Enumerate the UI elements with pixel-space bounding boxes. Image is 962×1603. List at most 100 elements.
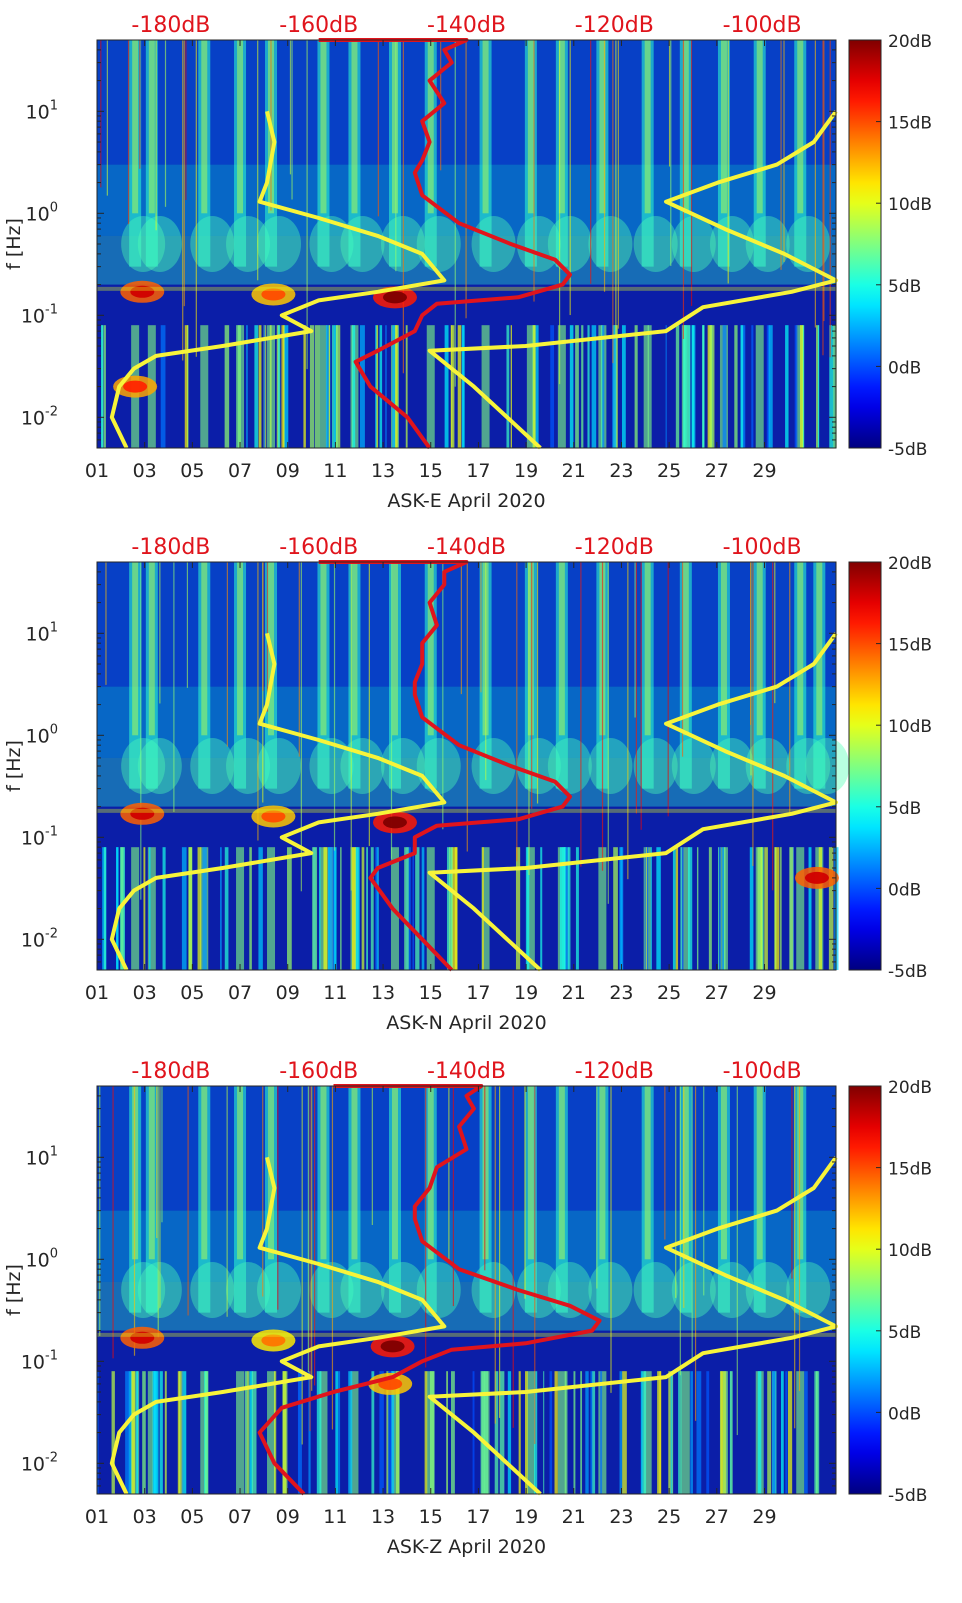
top-db-label: -120dB	[575, 535, 654, 560]
top-db-label: -180dB	[131, 1059, 210, 1084]
y-tick-label: 10-2	[21, 926, 58, 951]
colorbar-tick-label: 15dB	[888, 636, 932, 656]
colorbar-tick-label: 0dB	[888, 1404, 921, 1424]
top-db-label: -100dB	[723, 13, 802, 38]
x-axis-label: ASK-N April 2020	[386, 1012, 546, 1034]
y-tick-label: 100	[26, 1246, 58, 1271]
x-tick-label: 27	[705, 460, 729, 482]
heatmap	[97, 40, 837, 448]
colorbar-tick-label: 0dB	[888, 880, 921, 900]
y-axis-label: f [Hz]	[3, 1264, 25, 1316]
x-tick-label: 25	[657, 982, 681, 1004]
yellow_noise_model_low-curve	[109, 1156, 447, 1495]
yellow_noise_model_low-curve	[109, 110, 447, 449]
x-tick-label: 27	[705, 1506, 729, 1528]
x-tick-label: 15	[419, 1506, 443, 1528]
top-db-label: -100dB	[723, 535, 802, 560]
colorbar-tick-label: 5dB	[888, 277, 921, 297]
x-tick-label: 23	[609, 460, 633, 482]
x-tick-label: 23	[609, 982, 633, 1004]
x-tick-label: 09	[276, 1506, 300, 1528]
colorbar-tick-label: 15dB	[888, 1160, 932, 1180]
x-tick-label: 01	[85, 1506, 109, 1528]
y-tick-label: 10-1	[21, 824, 58, 849]
colorbar-tick-label: 10dB	[888, 717, 932, 737]
x-tick-label: 19	[514, 460, 538, 482]
y-tick-label: 101	[26, 98, 58, 123]
colorbar-tick-label: 20dB	[888, 32, 932, 52]
x-tick-label: 17	[466, 1506, 490, 1528]
yellow_noise_model_low-curve	[109, 632, 447, 971]
colorbar-tick-label: -5dB	[888, 962, 927, 982]
colorbar-tick-label: 5dB	[888, 799, 921, 819]
x-tick-label: 29	[752, 982, 776, 1004]
x-tick-label: 11	[323, 982, 347, 1004]
panel-3: 01 03 05 07 09 11 13 15 17 19 21 23 25 27 29 ASK-Z Apri…	[3, 1059, 932, 1558]
x-tick-label: 03	[133, 460, 157, 482]
x-tick-label: 01	[85, 982, 109, 1004]
x-tick-label: 03	[133, 982, 157, 1004]
colorbar-tick-label: 10dB	[888, 1241, 932, 1261]
top-db-label: -140dB	[427, 1059, 506, 1084]
y-axis-label: f [Hz]	[3, 218, 25, 270]
top-db-label: -120dB	[575, 1059, 654, 1084]
x-tick-label: 15	[419, 982, 443, 1004]
colorbar-tick-label: 15dB	[888, 114, 932, 134]
colorbar-tick-label: 20dB	[888, 554, 932, 574]
colorbar-tick-label: -5dB	[888, 440, 927, 460]
x-tick-label: 21	[562, 982, 586, 1004]
x-tick-label: 29	[752, 1506, 776, 1528]
x-tick-label: 05	[180, 982, 204, 1004]
red-curve	[318, 560, 572, 972]
y-tick-label: 10-1	[21, 1348, 58, 1373]
y-tick-label: 10-2	[21, 1450, 58, 1475]
y-tick-label: 101	[26, 620, 58, 645]
top-db-label: -180dB	[131, 13, 210, 38]
top-db-label: -160dB	[279, 535, 358, 560]
x-tick-label: 17	[466, 982, 490, 1004]
x-tick-label: 19	[514, 982, 538, 1004]
panel-1: 01 03 05 07 09 11 13 15 17 19 21 23 25 27 29 ASK-E Apri…	[3, 13, 932, 512]
x-tick-label: 05	[180, 460, 204, 482]
x-tick-label: 07	[228, 1506, 252, 1528]
x-tick-label: 13	[371, 1506, 395, 1528]
colorbar	[848, 39, 882, 449]
colorbar	[848, 1085, 882, 1495]
x-tick-label: 11	[323, 1506, 347, 1528]
top-db-label: -100dB	[723, 1059, 802, 1084]
x-tick-label: 19	[514, 1506, 538, 1528]
x-tick-label: 01	[85, 460, 109, 482]
colorbar-tick-label: 5dB	[888, 1323, 921, 1343]
y-tick-label: 100	[26, 200, 58, 225]
x-tick-label: 11	[323, 460, 347, 482]
colorbar-tick-label: 20dB	[888, 1078, 932, 1098]
x-axis-label: ASK-E April 2020	[387, 490, 545, 512]
x-tick-label: 29	[752, 460, 776, 482]
top-db-label: -120dB	[575, 13, 654, 38]
x-tick-label: 09	[276, 982, 300, 1004]
colorbar	[848, 561, 882, 971]
top-db-label: -160dB	[279, 1059, 358, 1084]
x-tick-label: 03	[133, 1506, 157, 1528]
x-tick-label: 27	[705, 982, 729, 1004]
x-axis-label: ASK-Z April 2020	[387, 1536, 546, 1558]
top-db-label: -180dB	[131, 535, 210, 560]
y-tick-label: 10-2	[21, 404, 58, 429]
x-tick-label: 25	[657, 1506, 681, 1528]
x-tick-label: 15	[419, 460, 443, 482]
colorbar-tick-label: 0dB	[888, 358, 921, 378]
red-curve	[318, 38, 572, 450]
colorbar-tick-label: 10dB	[888, 195, 932, 215]
x-tick-label: 17	[466, 460, 490, 482]
x-tick-label: 13	[371, 982, 395, 1004]
panel-2: 01 03 05 07 09 11 13 15 17 19 21 23 25 27 29 ASK-N Apri…	[3, 535, 932, 1034]
top-db-label: -160dB	[279, 13, 358, 38]
top-db-label: -140dB	[427, 13, 506, 38]
top-db-label: -140dB	[427, 535, 506, 560]
x-tick-label: 05	[180, 1506, 204, 1528]
x-tick-label: 21	[562, 1506, 586, 1528]
y-tick-label: 100	[26, 722, 58, 747]
colorbar-tick-label: -5dB	[888, 1486, 927, 1506]
